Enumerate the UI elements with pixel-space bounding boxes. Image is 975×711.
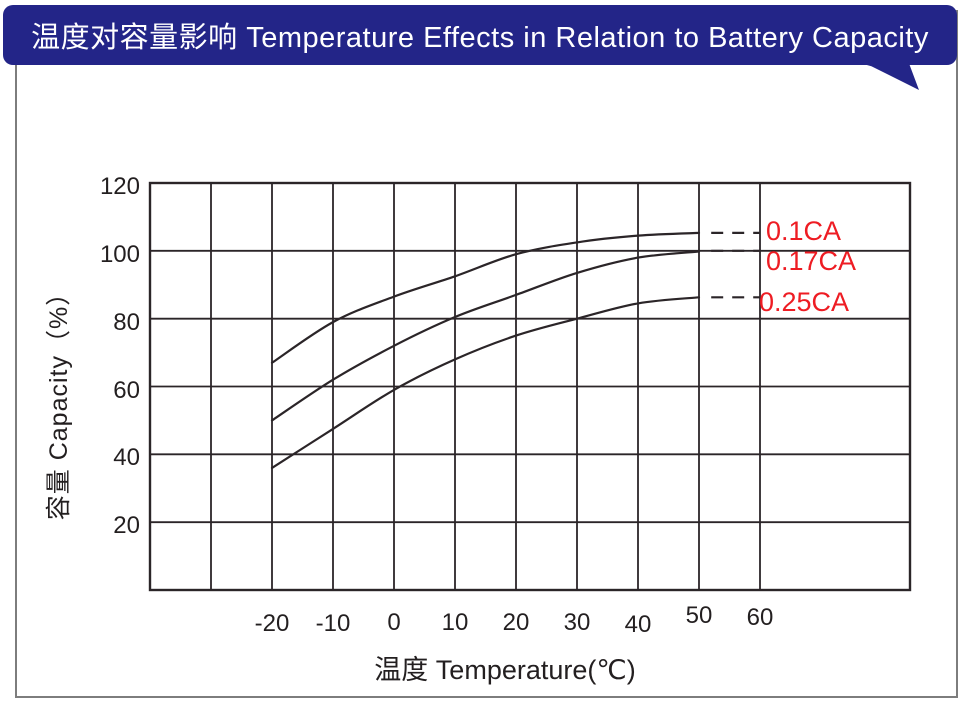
title-banner: 温度对容量影响 Temperature Effects in Relation … [3, 5, 957, 65]
x-tick-label: 10 [441, 609, 469, 636]
x-tick-label: 30 [563, 609, 591, 636]
y-tick-label: 80 [113, 308, 140, 336]
y-axis-title: 容量 Capacity（%） [45, 279, 73, 521]
series-label-0-17ca: 0.17CA [766, 246, 857, 276]
plot-border [148, 181, 912, 592]
x-tick-label: 20 [502, 609, 530, 636]
x-tick-label: -10 [315, 610, 351, 637]
x-tick-label: 60 [746, 604, 774, 631]
y-tick-label: 100 [99, 240, 140, 268]
y-tick-label: 40 [113, 444, 140, 472]
x-tick-label: -20 [254, 610, 290, 637]
y-tick-label: 20 [113, 512, 140, 540]
x-axis-title: 温度 Temperature(℃) [374, 655, 636, 685]
x-tick-label: 0 [387, 609, 401, 636]
y-tick-label: 120 [99, 173, 140, 200]
x-tick-label: 50 [685, 602, 713, 629]
x-tick-label: 40 [624, 611, 652, 638]
page-title: 温度对容量影响 Temperature Effects in Relation … [31, 22, 929, 54]
series-label-0-1ca: 0.1CA [766, 216, 842, 246]
curve-0.1ca [270, 231, 701, 364]
curve-0.25ca [270, 296, 701, 469]
curve-0.17ca [270, 250, 701, 422]
y-tick-label: 60 [113, 376, 140, 404]
series-label-0-25ca: 0.25CA [759, 287, 850, 317]
